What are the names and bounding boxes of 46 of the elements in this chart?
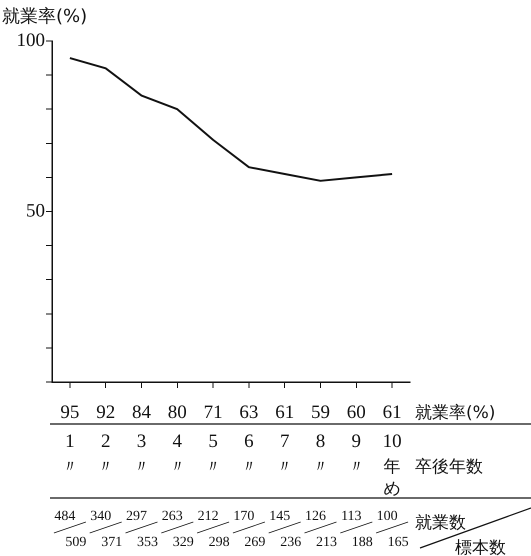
x-tick-label: 3〃 [133, 431, 150, 477]
text: 188 [352, 535, 373, 550]
x-tick-label: 7〃 [276, 431, 294, 477]
data-label: 92 [96, 402, 116, 423]
data-label: 63 [239, 402, 258, 423]
text: 標本数 [455, 538, 506, 556]
x-tick-label: 6〃 [240, 431, 258, 477]
text: 509 [65, 535, 86, 550]
x-tick-label: 8〃 [312, 431, 329, 477]
text: 236 [280, 535, 302, 550]
y-axis-title: 就業率(%) [2, 6, 88, 27]
data-label: 95 [60, 402, 80, 423]
text: 卒後年数 [415, 457, 483, 477]
text: 371 [101, 535, 122, 550]
x-tick-label: 1〃 [61, 431, 78, 477]
text: 126 [305, 509, 326, 524]
text: 329 [172, 535, 194, 550]
text: 就業数 [415, 513, 466, 533]
text: 298 [208, 535, 230, 550]
text: 170 [233, 509, 254, 524]
text: 就業率(%) [415, 403, 496, 423]
text: 165 [388, 535, 409, 550]
text: 340 [90, 509, 112, 524]
x-tick-label: 5〃 [204, 431, 222, 477]
text: 263 [162, 509, 183, 524]
text: 353 [137, 535, 158, 550]
text: 269 [244, 535, 266, 550]
text: 212 [198, 509, 219, 524]
data-label: 59 [311, 402, 330, 423]
data-label: 61 [382, 402, 402, 423]
text: 100 [376, 509, 398, 524]
data-label: 71 [204, 402, 223, 423]
text: 113 [341, 509, 362, 524]
x-tick-label: 2〃 [97, 431, 114, 477]
text: 145 [269, 509, 290, 524]
x-tick-label: 4〃 [168, 431, 186, 477]
text: 213 [316, 535, 337, 550]
data-label: 84 [132, 402, 152, 423]
x-tick-label: 10年め [382, 431, 402, 499]
data-label: 61 [275, 402, 294, 423]
data-label: 60 [346, 402, 366, 423]
text: 297 [126, 509, 147, 524]
text: 484 [54, 509, 76, 524]
data-label: 80 [168, 402, 187, 423]
x-tick-label: 9〃 [348, 431, 365, 477]
y-tick-label: 50 [26, 200, 45, 222]
